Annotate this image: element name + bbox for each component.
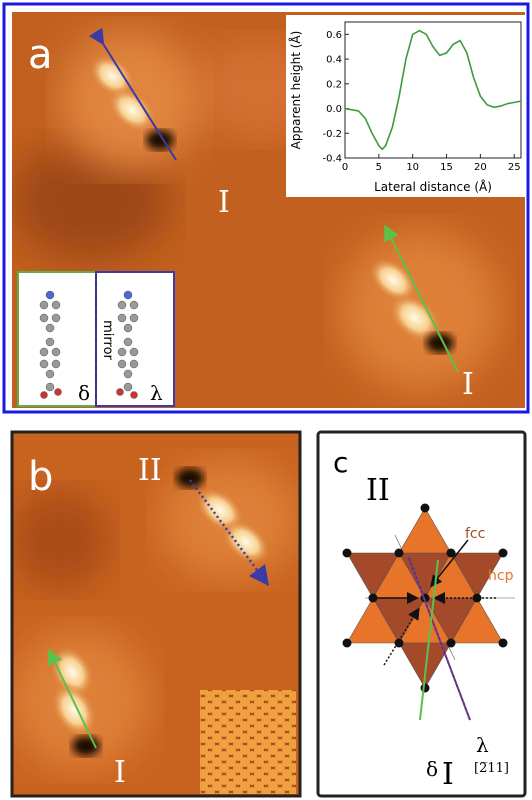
- figure: a I I mirror δ λ 0 5 10 15 20 25 -0.4 -0.2 0.0 0.…: [0, 0, 532, 800]
- molecule-label: I: [462, 367, 474, 402]
- x-tick-label: 25: [508, 162, 521, 173]
- x-tick-label: 15: [440, 162, 453, 173]
- y-tick-label: 0.2: [326, 79, 342, 90]
- molecule-label: I: [114, 755, 126, 790]
- y-tick-label: 0.0: [326, 104, 342, 115]
- panel-label: a: [28, 32, 53, 78]
- x-tick-label: 20: [474, 162, 487, 173]
- chirality-label: λ: [150, 381, 163, 405]
- molecule-label: II: [366, 473, 390, 508]
- y-tick-label: 0.4: [326, 55, 342, 66]
- site-label: hcp: [488, 568, 514, 584]
- y-tick-label: 0.6: [326, 30, 342, 41]
- chirality-label: δ: [78, 381, 90, 405]
- panel-label: b: [28, 454, 53, 500]
- x-tick-label: 0: [342, 162, 348, 173]
- direction-label: [2̅11]: [474, 761, 509, 776]
- chirality-label: λ: [476, 733, 489, 757]
- x-tick-label: 5: [376, 162, 382, 173]
- x-tick-label: 10: [406, 162, 419, 173]
- y-axis-label: Apparent height (Å): [288, 31, 303, 150]
- mirror-label: mirror: [100, 320, 115, 360]
- chirality-label: δ: [426, 757, 438, 781]
- panel-label: c: [333, 446, 348, 479]
- x-axis-label: Lateral distance (Å): [374, 179, 492, 194]
- molecule-label: I: [442, 757, 454, 792]
- y-tick-label: -0.2: [322, 129, 342, 140]
- y-tick-label: -0.4: [322, 154, 342, 165]
- site-label: fcc: [465, 526, 485, 542]
- molecule-label: I: [218, 185, 230, 220]
- molecule-label: II: [138, 453, 162, 488]
